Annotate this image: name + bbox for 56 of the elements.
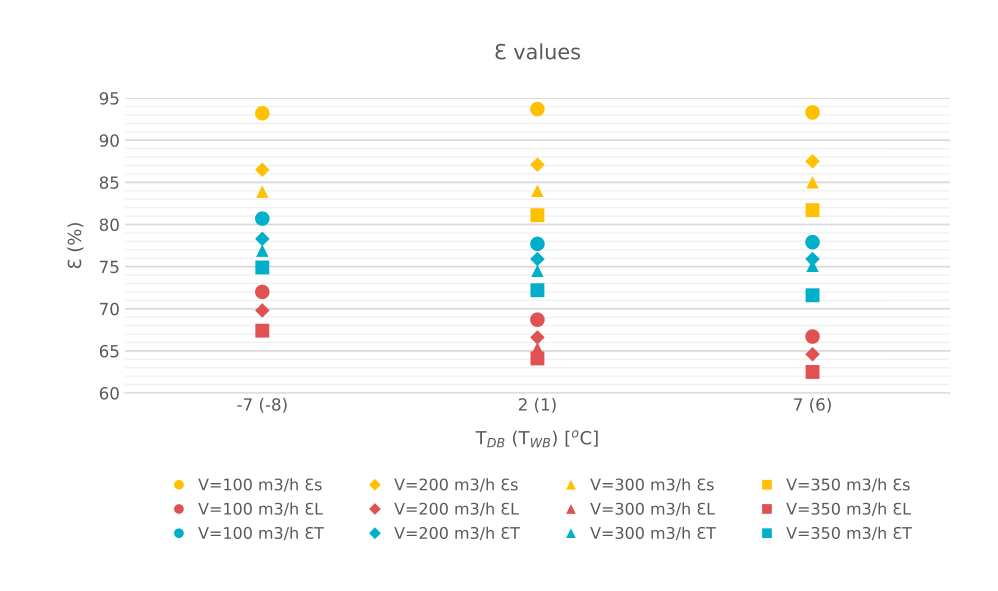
point (255, 303, 270, 318)
point (530, 252, 545, 266)
legend-label: V=100 m3/h ƐT (198, 526, 324, 540)
point (805, 346, 820, 362)
y-tick-label: 65 (100, 344, 118, 358)
legend-label: V=100 m3/h Ɛs (198, 478, 322, 492)
legend-label: V=100 m3/h ƐL (198, 502, 323, 516)
point (806, 288, 820, 302)
point (805, 234, 820, 250)
point (530, 283, 544, 298)
legend-label: V=200 m3/h Ɛs (394, 478, 518, 492)
legend-label: V=350 m3/h Ɛs (786, 478, 910, 492)
y-tick-label: 75 (100, 260, 118, 274)
point (255, 260, 270, 274)
y-tick-label: 80 (100, 218, 119, 232)
point (530, 102, 545, 116)
point (255, 211, 270, 226)
point (530, 352, 544, 366)
y-tick-label: 85 (100, 176, 118, 189)
legend-label: V=300 m3/h ƐT (590, 526, 716, 540)
point (255, 232, 270, 246)
y-axis-title: Ɛ (%) (67, 223, 84, 268)
legend-label: V=200 m3/h ƐL (394, 502, 519, 516)
point (530, 312, 545, 327)
point (805, 329, 820, 344)
x-tick-label: -7 (-8) (237, 398, 287, 413)
x-tick-label: 7 (6) (794, 398, 831, 413)
x-tick-label: 2 (1) (518, 398, 556, 413)
point (530, 236, 545, 252)
point (805, 154, 820, 169)
point (530, 157, 545, 172)
x-axis-title: T$_{DB}$ (T$_{WB}$) [$^{o}$C] (476, 430, 598, 448)
point (806, 203, 820, 218)
point (255, 284, 270, 300)
point (255, 106, 270, 121)
legend-label: V=350 m3/h ƐT (786, 526, 912, 540)
point (531, 184, 544, 198)
legend-label: V=300 m3/h Ɛs (590, 478, 714, 492)
y-tick-label: 95 (100, 92, 118, 105)
point (256, 185, 269, 198)
point (531, 264, 544, 278)
legend-label: V=200 m3/h ƐT (394, 526, 520, 540)
point (806, 176, 819, 189)
point (256, 244, 269, 257)
y-tick-label: 60 (100, 386, 119, 400)
y-tick-label: 70 (100, 302, 119, 316)
legend-label: V=350 m3/h ƐL (786, 502, 911, 516)
point (255, 162, 270, 178)
point (530, 330, 545, 345)
point (255, 324, 270, 338)
y-tick-label: 90 (100, 134, 119, 147)
point (530, 208, 544, 222)
legend-label: V=300 m3/h ƐL (590, 502, 715, 516)
point (805, 105, 820, 120)
chart-title: Ɛ values (496, 43, 580, 60)
point (806, 365, 820, 379)
